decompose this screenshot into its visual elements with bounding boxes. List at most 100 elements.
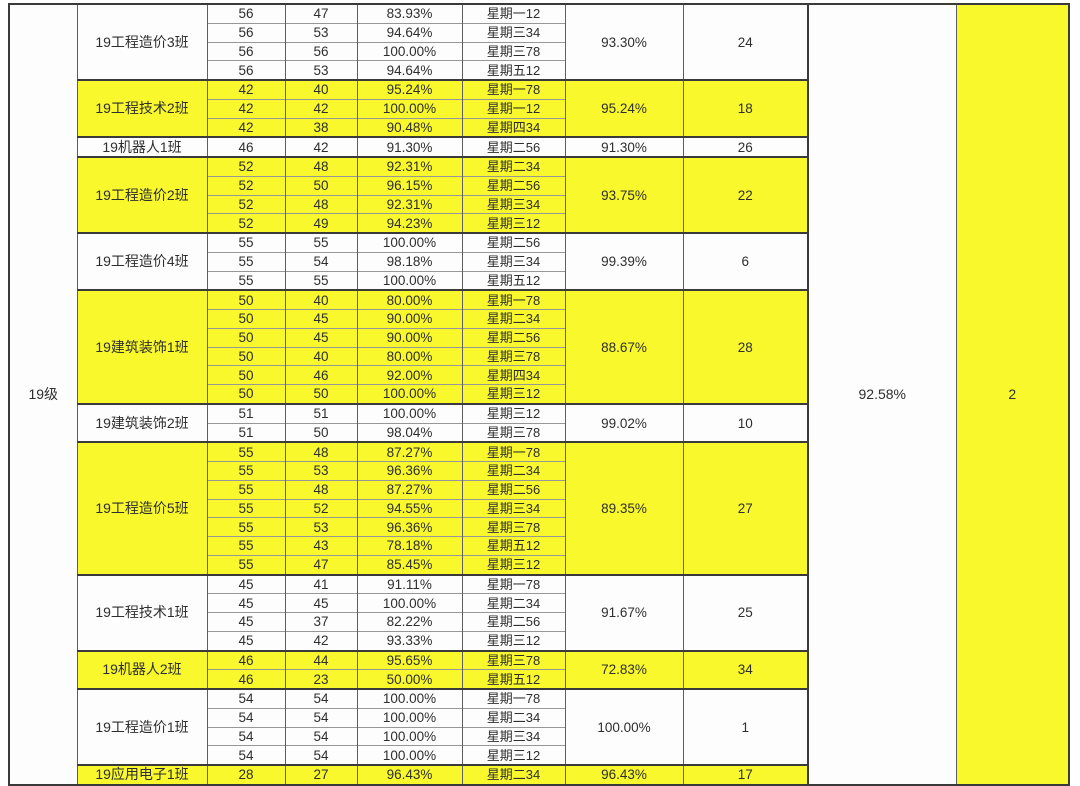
attendance-rate-cell: 100.00% <box>356 402 463 423</box>
enrolled-count-cell: 55 <box>206 270 286 291</box>
group-average-cell: 89.35% <box>564 441 684 575</box>
group-average-cell: 100.00% <box>564 688 684 765</box>
attendance-rate-cell: 98.18% <box>356 251 463 271</box>
session-cell: 星期四34 <box>461 365 566 385</box>
table-row: 50 45 90.00% 星期二56 <box>9 327 1069 347</box>
enrolled-count-cell: 54 <box>206 726 286 746</box>
session-cell: 星期四34 <box>461 117 566 138</box>
present-count-cell: 54 <box>284 726 358 746</box>
present-count-cell: 49 <box>284 213 358 233</box>
present-count-cell: 41 <box>284 573 358 594</box>
group-average-cell: 95.24% <box>564 78 684 138</box>
session-cell: 星期二56 <box>461 479 566 499</box>
enrolled-count-cell: 56 <box>206 60 286 80</box>
session-cell: 星期一78 <box>461 441 566 462</box>
present-count-cell: 42 <box>284 630 358 651</box>
session-cell: 星期二34 <box>461 593 566 613</box>
table-row: 55 48 87.27% 星期二56 <box>9 479 1069 499</box>
attendance-rate-cell: 90.00% <box>356 309 463 329</box>
table-row: 50 40 80.00% 星期三78 <box>9 346 1069 366</box>
present-count-cell: 47 <box>284 554 358 575</box>
attendance-rate-cell: 94.23% <box>356 213 463 233</box>
session-cell: 星期二34 <box>461 707 566 727</box>
attendance-rate-cell: 100.00% <box>356 726 463 746</box>
attendance-rate-cell: 83.93% <box>356 3 463 24</box>
table-row: 55 54 98.18% 星期三34 <box>9 251 1069 271</box>
attendance-rate-cell: 92.00% <box>356 365 463 385</box>
group-count-cell: 18 <box>682 78 809 138</box>
class-name-cell: 19机器人1班 <box>76 136 208 157</box>
session-cell: 星期一12 <box>461 98 566 118</box>
class-name-cell: 19工程造价1班 <box>76 688 208 765</box>
attendance-rate-cell: 94.55% <box>356 498 463 518</box>
table-row: 55 53 96.36% 星期二34 <box>9 461 1069 481</box>
enrolled-count-cell: 55 <box>206 231 286 253</box>
attendance-rate-cell: 92.31% <box>356 194 463 214</box>
group-average-cell: 91.30% <box>564 136 684 157</box>
table-row: 42 42 100.00% 星期一12 <box>9 98 1069 118</box>
group-count-cell: 25 <box>682 573 809 651</box>
attendance-rate-cell: 92.31% <box>356 155 463 177</box>
class-name-cell: 19工程造价5班 <box>76 441 208 575</box>
enrolled-count-cell: 55 <box>206 479 286 499</box>
table-row: 45 37 82.22% 星期二56 <box>9 612 1069 632</box>
table-row: 56 53 94.64% 星期三34 <box>9 22 1069 42</box>
present-count-cell: 37 <box>284 612 358 632</box>
table-row: 19工程造价5班 55 48 87.27% 星期一78 89.35% 27 <box>9 441 1069 575</box>
table-row: 50 50 100.00% 星期三12 <box>9 383 1069 404</box>
attendance-rate-cell: 91.11% <box>356 573 463 594</box>
present-count-cell: 38 <box>284 117 358 138</box>
attendance-rate-cell: 96.43% <box>356 764 463 785</box>
session-cell: 星期三12 <box>461 213 566 233</box>
group-count-cell: 10 <box>682 402 809 443</box>
enrolled-count-cell: 50 <box>206 346 286 366</box>
enrolled-count-cell: 55 <box>206 251 286 271</box>
table-row: 19级 19工程造价3班 56 47 83.93% 星期一12 93.30% 24 92.58%… <box>8 3 1070 785</box>
attendance-rate-cell: 100.00% <box>356 231 463 253</box>
session-cell: 星期二56 <box>461 175 566 195</box>
attendance-rate-cell: 96.36% <box>356 461 463 481</box>
session-cell: 星期五12 <box>461 536 566 556</box>
table-row: 52 48 92.31% 星期三34 <box>9 194 1069 214</box>
present-count-cell: 51 <box>284 402 358 423</box>
table-row: 50 46 92.00% 星期四34 <box>9 365 1069 385</box>
enrolled-count-cell: 28 <box>206 764 286 785</box>
session-cell: 星期三78 <box>461 41 566 61</box>
attendance-rate-cell: 87.27% <box>356 479 463 499</box>
table-row: 19机器人1班 46 42 91.30% 星期二56 91.30% 26 <box>9 136 1069 157</box>
table-row: 19工程造价4班 55 55 100.00% 星期二56 99.39% 6 <box>9 231 1069 291</box>
class-name-cell: 19工程造价3班 <box>76 3 208 80</box>
enrolled-count-cell: 55 <box>206 441 286 462</box>
class-name-cell: 19机器人2班 <box>76 649 208 689</box>
group-count-cell: 34 <box>682 649 809 689</box>
session-cell: 星期三12 <box>461 745 566 765</box>
enrolled-count-cell: 52 <box>206 194 286 214</box>
group-count-cell: 27 <box>682 441 809 575</box>
session-cell: 星期三78 <box>461 517 566 537</box>
session-cell: 星期三78 <box>461 422 566 443</box>
group-count-cell: 28 <box>682 289 809 404</box>
present-count-cell: 48 <box>284 194 358 214</box>
attendance-rate-cell: 100.00% <box>356 687 463 709</box>
present-count-cell: 53 <box>284 517 358 537</box>
term-average-cell: 92.58% <box>807 3 957 785</box>
present-count-cell: 44 <box>284 649 358 670</box>
table-row: 42 38 90.48% 星期四34 <box>9 117 1069 138</box>
session-cell: 星期三34 <box>461 498 566 518</box>
present-count-cell: 40 <box>284 78 358 100</box>
enrolled-count-cell: 50 <box>206 327 286 347</box>
enrolled-count-cell: 50 <box>206 365 286 385</box>
enrolled-count-cell: 42 <box>206 98 286 118</box>
class-name-cell: 19建筑装饰1班 <box>76 289 208 404</box>
enrolled-count-cell: 52 <box>206 213 286 233</box>
table-row: 55 53 96.36% 星期三78 <box>9 517 1069 537</box>
table-row: 19工程技术2班 42 40 95.24% 星期一78 95.24% 18 <box>9 78 1069 138</box>
present-count-cell: 46 <box>284 365 358 385</box>
table-row: 55 55 100.00% 星期五12 <box>9 270 1069 291</box>
present-count-cell: 23 <box>284 669 358 689</box>
session-cell: 星期一12 <box>461 3 566 24</box>
class-name-cell: 19工程技术1班 <box>76 573 208 651</box>
enrolled-count-cell: 50 <box>206 289 286 310</box>
enrolled-count-cell: 46 <box>206 136 286 157</box>
session-cell: 星期二56 <box>461 136 566 157</box>
